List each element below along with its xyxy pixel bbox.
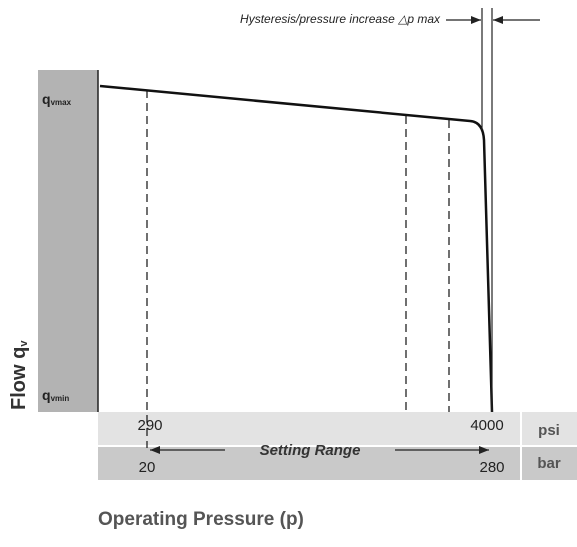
- psi-unit: psi: [538, 422, 560, 439]
- annotation: Hysteresis/pressure increase △p max: [240, 12, 441, 26]
- psi-cell: [522, 412, 577, 445]
- x-axis-label: Operating Pressure (p): [98, 509, 304, 530]
- axis-band: [38, 70, 98, 412]
- psi-low: 290: [137, 417, 162, 434]
- bar-low: 20: [139, 459, 156, 476]
- bar-cell: [522, 447, 577, 480]
- q-min: qvmin: [42, 387, 69, 403]
- dashed-lines: [146, 90, 450, 448]
- curve: [99, 84, 494, 413]
- psi-high: 4000: [470, 417, 503, 434]
- q-max: qvmax: [42, 91, 72, 107]
- setting-range: Setting Range: [260, 442, 361, 459]
- bar-row: [98, 447, 520, 480]
- psi-row: [98, 412, 520, 445]
- bar-high: 280: [479, 459, 504, 476]
- bar-unit: bar: [537, 455, 561, 472]
- y-axis-label: Flow qv: [8, 340, 30, 410]
